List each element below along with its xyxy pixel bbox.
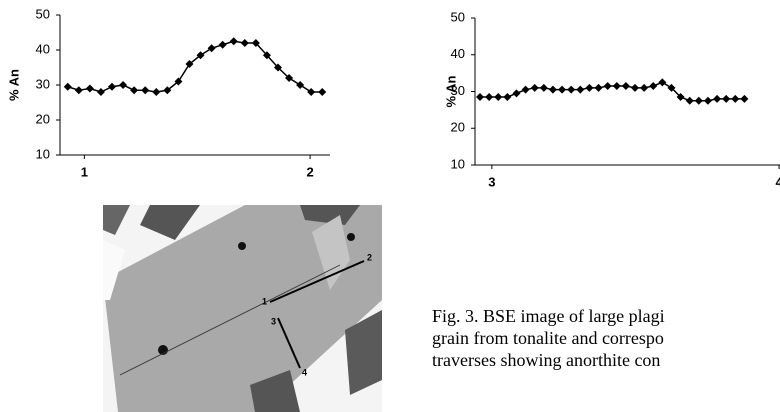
data-point bbox=[694, 96, 703, 105]
x-tick-label: 4 bbox=[775, 174, 780, 189]
data-point bbox=[108, 82, 117, 91]
data-point bbox=[740, 94, 749, 103]
dark-mineral bbox=[250, 370, 300, 412]
light-mineral bbox=[103, 240, 125, 300]
data-point bbox=[631, 83, 640, 92]
data-point bbox=[731, 94, 740, 103]
data-point bbox=[503, 93, 512, 102]
pore bbox=[347, 233, 355, 241]
y-tick-label: 10 bbox=[451, 156, 465, 171]
data-point bbox=[141, 86, 150, 95]
y-tick-label: 40 bbox=[451, 46, 465, 61]
data-point bbox=[576, 85, 585, 94]
data-point bbox=[567, 85, 576, 94]
traverse-label: 4 bbox=[302, 367, 307, 377]
data-point bbox=[119, 81, 128, 89]
y-tick-label: 30 bbox=[451, 83, 465, 98]
data-point bbox=[585, 83, 594, 92]
dark-mineral bbox=[345, 310, 382, 395]
y-axis-label: % An bbox=[443, 75, 458, 107]
data-point bbox=[558, 85, 567, 94]
caption-line: traverses showing anorthite con bbox=[432, 350, 660, 370]
data-point bbox=[185, 60, 194, 68]
y-tick-label: 20 bbox=[36, 111, 50, 126]
data-point bbox=[512, 89, 521, 98]
data-point bbox=[658, 78, 667, 87]
data-point bbox=[285, 74, 294, 82]
data-point bbox=[152, 88, 161, 96]
data-point bbox=[548, 85, 557, 94]
y-tick-label: 20 bbox=[451, 120, 465, 135]
data-point bbox=[307, 88, 316, 96]
data-point bbox=[612, 81, 621, 90]
data-point bbox=[667, 83, 676, 92]
data-point bbox=[685, 96, 694, 105]
caption-line: grain from tonalite and correspo bbox=[432, 328, 664, 348]
data-point bbox=[521, 85, 530, 94]
data-point bbox=[74, 86, 83, 95]
traverse-label: 3 bbox=[271, 316, 276, 326]
grain bbox=[103, 205, 382, 412]
y-tick-label: 50 bbox=[451, 9, 465, 24]
traverse-line bbox=[277, 317, 301, 369]
y-tick-label: 30 bbox=[36, 76, 50, 91]
data-point bbox=[240, 39, 249, 47]
bse-image: 1 2 3 4 bbox=[103, 205, 382, 412]
data-point bbox=[476, 93, 485, 102]
data-point bbox=[130, 86, 139, 95]
data-point bbox=[196, 51, 205, 60]
data-line bbox=[67, 40, 323, 93]
pore bbox=[238, 242, 246, 250]
data-point bbox=[174, 77, 183, 86]
data-point bbox=[218, 40, 227, 49]
data-point bbox=[676, 93, 685, 102]
data-point bbox=[621, 81, 630, 90]
data-point bbox=[96, 88, 105, 96]
data-point bbox=[649, 81, 658, 90]
data-point bbox=[296, 81, 305, 89]
traverse-label: 2 bbox=[367, 252, 372, 262]
crack bbox=[119, 264, 341, 376]
data-point bbox=[539, 83, 548, 92]
traverse-line bbox=[269, 260, 365, 303]
data-point bbox=[262, 51, 271, 60]
data-point bbox=[703, 96, 712, 105]
dark-mineral bbox=[140, 205, 200, 240]
data-point bbox=[85, 84, 94, 93]
data-point bbox=[229, 37, 238, 46]
data-point bbox=[722, 94, 731, 103]
y-tick-label: 40 bbox=[36, 41, 50, 56]
dark-mineral bbox=[300, 205, 360, 225]
data-point bbox=[63, 82, 72, 91]
data-point bbox=[640, 83, 649, 92]
y-tick-label: 10 bbox=[36, 146, 50, 161]
y-axis-label: % An bbox=[6, 69, 21, 101]
data-point bbox=[594, 83, 603, 92]
data-point bbox=[485, 93, 494, 102]
traverse-label: 1 bbox=[262, 296, 267, 306]
data-point bbox=[318, 88, 327, 96]
data-point bbox=[163, 86, 172, 95]
x-tick-label: 3 bbox=[488, 174, 495, 189]
data-line bbox=[480, 81, 745, 102]
data-point bbox=[251, 39, 260, 47]
x-tick-label: 2 bbox=[306, 164, 313, 179]
y-tick-label: 50 bbox=[36, 6, 50, 21]
data-point bbox=[207, 44, 216, 53]
data-point bbox=[530, 83, 539, 92]
data-point bbox=[494, 93, 503, 102]
x-tick-label: 1 bbox=[81, 164, 88, 179]
caption-line: Fig. 3. BSE image of large plagi bbox=[432, 306, 665, 326]
data-point bbox=[273, 63, 282, 72]
data-point bbox=[713, 94, 722, 103]
dark-mineral bbox=[103, 205, 130, 235]
data-point bbox=[603, 81, 612, 90]
